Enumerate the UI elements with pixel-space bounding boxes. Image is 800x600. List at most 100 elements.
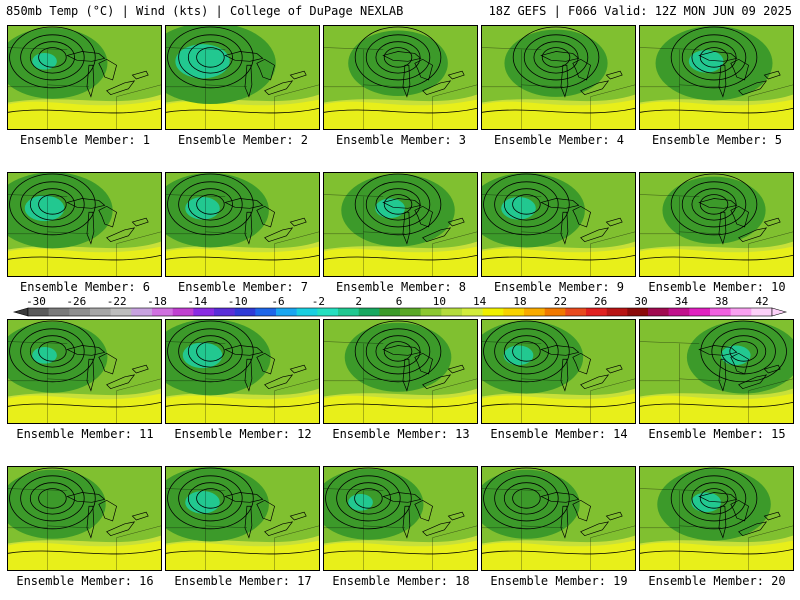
ensemble-map-panel	[481, 466, 636, 571]
ensemble-member-label: Ensemble Member: 11	[16, 427, 154, 441]
ensemble-member-label: Ensemble Member: 18	[332, 574, 470, 588]
colorbar-swatch	[524, 308, 545, 316]
ensemble-map-panel	[7, 25, 162, 130]
ensemble-member-label: Ensemble Member: 10	[648, 280, 786, 294]
ensemble-map-panel	[639, 319, 794, 424]
ensemble-member-label: Ensemble Member: 5	[651, 133, 783, 147]
ensemble-member-label: Ensemble Member: 12	[174, 427, 312, 441]
ensemble-member-label: Ensemble Member: 14	[490, 427, 628, 441]
colorbar-swatch	[668, 308, 690, 316]
colorbar-swatch	[751, 308, 773, 316]
colorbar-swatch	[689, 308, 711, 316]
ensemble-member-label: Ensemble Member: 6	[19, 280, 151, 294]
colorbar-tick-label: 34	[675, 296, 689, 308]
ensemble-map-panel	[7, 319, 162, 424]
colorbar-tick-label: 26	[594, 296, 607, 308]
ensemble-map-panel	[481, 319, 636, 424]
ensemble-member-label: Ensemble Member: 19	[490, 574, 628, 588]
colorbar-tick-label: 2	[355, 296, 362, 308]
colorbar-tick-label: -10	[228, 296, 248, 308]
colorbar-swatch	[152, 308, 173, 316]
chart-header-left: 850mb Temp (°C) | Wind (kts) | College o…	[6, 4, 404, 18]
colorbar-swatch	[214, 308, 235, 316]
colorbar-tick-label: -18	[147, 296, 167, 308]
colorbar-tick-label: 38	[715, 296, 728, 308]
ensemble-map-panel	[323, 319, 478, 424]
ensemble-map-panel	[639, 466, 794, 571]
ensemble-map-panel	[7, 466, 162, 571]
temperature-colorbar: -30 -26 -22 -18 -14 -10 -6 -2 2 6 10 14 18 22 26 30 34 38…	[12, 296, 788, 318]
colorbar-tick-label: 30	[634, 296, 647, 308]
ensemble-map-panel	[481, 25, 636, 130]
ensemble-member-label: Ensemble Member: 9	[493, 280, 625, 294]
colorbar-swatch	[276, 308, 297, 316]
colorbar-swatch	[503, 308, 525, 316]
ensemble-map-panel	[165, 172, 320, 277]
colorbar-tick-label: 14	[473, 296, 487, 308]
ensemble-member-label: Ensemble Member: 16	[16, 574, 154, 588]
colorbar-min-arrow	[12, 307, 29, 317]
colorbar-svg: -30 -26 -22 -18 -14 -10 -6 -2 2 6 10 14 18 22 26 30 34 38…	[12, 296, 788, 317]
colorbar-swatch	[379, 308, 401, 316]
colorbar-swatch	[420, 308, 442, 316]
colorbar-swatch	[358, 308, 380, 316]
ensemble-map-panel	[165, 466, 320, 571]
colorbar-swatch	[648, 308, 669, 316]
ensemble-map-panel	[639, 25, 794, 130]
ensemble-member-label: Ensemble Member: 2	[177, 133, 309, 147]
colorbar-tick-label: -6	[271, 296, 284, 308]
ensemble-member-label: Ensemble Member: 20	[648, 574, 786, 588]
colorbar-swatch	[565, 308, 587, 316]
colorbar-swatch	[69, 308, 91, 316]
ensemble-map-panel	[323, 172, 478, 277]
colorbar-swatch	[462, 308, 483, 316]
colorbar-tick-label: 18	[513, 296, 526, 308]
colorbar-swatch	[90, 308, 111, 316]
colorbar-tick-label: -14	[187, 296, 207, 308]
colorbar-tick-label: -26	[66, 296, 86, 308]
colorbar-swatch	[627, 308, 649, 316]
colorbar-swatch	[234, 308, 256, 316]
colorbar-swatch	[317, 308, 339, 316]
colorbar-swatch	[730, 308, 752, 316]
ensemble-map-panel	[323, 25, 478, 130]
colorbar-swatch	[544, 308, 566, 316]
chart-header-right: 18Z GEFS | F066 Valid: 12Z MON JUN 09 20…	[488, 4, 792, 18]
colorbar-tick-label: 22	[554, 296, 567, 308]
colorbar-swatch	[400, 308, 421, 316]
ensemble-map-panel	[323, 466, 478, 571]
colorbar-swatch	[586, 308, 607, 316]
colorbar-swatch	[338, 308, 359, 316]
colorbar-swatch	[131, 308, 153, 316]
ensemble-member-label: Ensemble Member: 13	[332, 427, 470, 441]
ensemble-map-panel	[639, 172, 794, 277]
colorbar-swatch	[255, 308, 277, 316]
colorbar-swatch	[441, 308, 463, 316]
ensemble-map-panel	[165, 25, 320, 130]
colorbar-swatch	[48, 308, 70, 316]
ensemble-map-panel	[7, 172, 162, 277]
colorbar-swatch	[110, 308, 132, 316]
ensemble-map-panel	[165, 319, 320, 424]
colorbar-swatch	[606, 308, 628, 316]
ensemble-member-label: Ensemble Member: 8	[335, 280, 467, 294]
colorbar-swatch	[710, 308, 731, 316]
colorbar-tick-label: -22	[107, 296, 127, 308]
colorbar-swatch	[172, 308, 194, 316]
colorbar-swatch	[296, 308, 318, 316]
colorbar-tick-label: 42	[755, 296, 768, 308]
colorbar-tick-label: -30	[26, 296, 46, 308]
colorbar-swatch	[482, 308, 504, 316]
ensemble-member-label: Ensemble Member: 15	[648, 427, 786, 441]
colorbar-tick-label: 6	[396, 296, 403, 308]
ensemble-member-label: Ensemble Member: 3	[335, 133, 467, 147]
colorbar-tick-label: 10	[433, 296, 446, 308]
colorbar-swatch	[193, 308, 215, 316]
colorbar-max-arrow	[771, 307, 788, 317]
ensemble-member-label: Ensemble Member: 4	[493, 133, 625, 147]
ensemble-member-label: Ensemble Member: 17	[174, 574, 312, 588]
ensemble-member-label: Ensemble Member: 7	[177, 280, 309, 294]
colorbar-swatch	[28, 308, 49, 316]
colorbar-tick-label: -2	[312, 296, 325, 308]
ensemble-map-panel	[481, 172, 636, 277]
